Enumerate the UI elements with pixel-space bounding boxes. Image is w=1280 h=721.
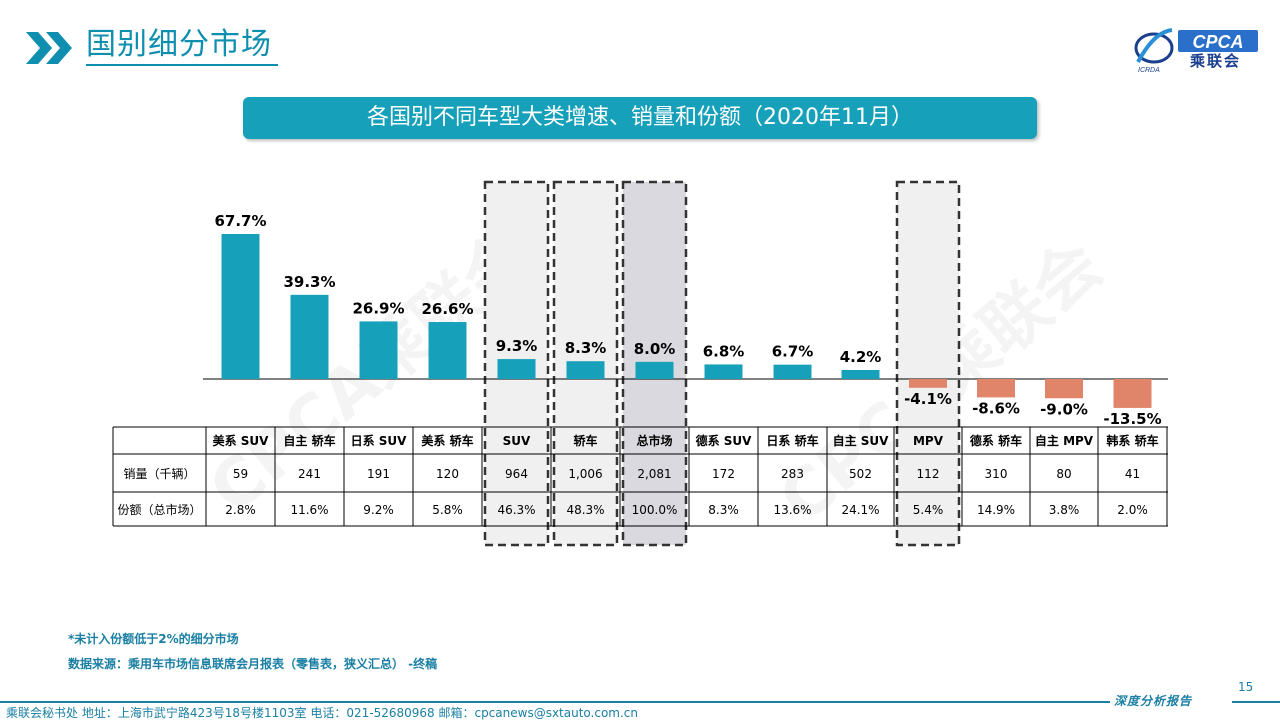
category-label: 总市场 [636,433,672,448]
table-cell: 80 [1056,467,1071,481]
table-cell: 2.0% [1117,503,1148,517]
row-header: 销量（千辆） [123,467,195,481]
bar [909,379,947,388]
table-cell: 283 [781,467,804,481]
category-label: 日系 轿车 [766,433,818,448]
table-cell: 24.1% [841,503,879,517]
category-label: 美系 轿车 [421,433,473,448]
table-cell: 59 [233,467,248,481]
bar [704,364,743,379]
data-label: 6.7% [772,343,814,361]
table-cell: 9.2% [363,503,394,517]
category-label: 自主 SUV [833,433,890,448]
data-label: 26.9% [352,299,404,317]
table-cell: 1,006 [568,467,602,481]
data-label: 8.3% [565,339,607,357]
bar [773,364,812,379]
table-cell: 964 [505,467,528,481]
bar [841,370,880,379]
table-cell: 120 [436,467,459,481]
bar [359,321,398,379]
data-label: 67.7% [214,212,266,230]
svg-text:ICRDA: ICRDA [1138,67,1160,74]
footnote-source: 数据来源：乘用车市场信息联席会月报表（零售表，狭义汇总） -终稿 [68,657,438,671]
bar [428,322,467,379]
category-label: 轿车 [573,433,597,448]
table-cell: 14.9% [977,503,1015,517]
category-label: MPV [913,434,944,448]
bar [497,359,536,379]
category-label: 美系 SUV [213,433,270,448]
logo-subtext: 乘联会 [1190,52,1242,70]
category-label: 德系 轿车 [970,433,1022,448]
table-cell: 100.0% [632,503,678,517]
footer-divider [0,701,1110,703]
highlight-box [895,180,961,547]
footer-divider [1232,701,1280,703]
category-label: 德系 SUV [696,433,753,448]
footer-report-label: 深度分析报告 [1114,694,1193,708]
table-cell: 11.6% [290,503,328,517]
data-label: 26.6% [421,300,473,318]
bar [221,234,260,379]
svg-text:CPCA: CPCA [1192,32,1243,52]
data-label: 9.3% [496,337,538,355]
footnote-share: *未计入份额低于2%的细分市场 [68,632,239,646]
bar [977,379,1015,398]
data-label: -9.0% [1040,400,1088,418]
page-title: 国别细分市场 [86,26,278,66]
data-label: 4.2% [840,348,882,366]
page-number: 15 [1238,680,1254,694]
table-cell: 3.8% [1049,503,1080,517]
bar [1113,379,1152,408]
table-cell: 13.6% [773,503,811,517]
data-label: 8.0% [634,340,676,358]
category-label: 韩系 轿车 [1106,433,1158,448]
table-cell: 172 [712,467,735,481]
data-label: -4.1% [904,390,952,408]
cpca-logo: CPCA ICRDA [1134,28,1258,74]
table-cell: 310 [985,467,1008,481]
table-cell: 5.8% [432,503,463,517]
table-cell: 2.8% [225,503,256,517]
bar [566,361,605,379]
row-header: 份额（总市场） [117,502,201,517]
table-cell: 41 [1125,467,1140,481]
table-cell: 8.3% [708,503,739,517]
footer-contact: 乘联会秘书处 地址：上海市武宁路423号18号楼1103室 电话：021-526… [6,706,639,720]
category-label: SUV [503,434,531,448]
table-cell: 5.4% [913,503,944,517]
table-cell: 48.3% [566,503,604,517]
table-cell: 46.3% [497,503,535,517]
chart-subtitle: 各国别不同车型大类增速、销量和份额（2020年11月） [243,97,1037,139]
table-cell: 2,081 [637,467,671,481]
data-label: -8.6% [972,399,1020,417]
category-label: 日系 SUV [351,433,408,448]
category-label: 自主 轿车 [283,433,335,448]
bar [1045,379,1083,399]
bar [635,361,674,379]
chevron-right-icon [26,32,72,64]
data-label: 6.8% [703,342,745,360]
table-cell: 112 [917,467,940,481]
table-cell: 191 [367,467,390,481]
table-cell: 241 [298,467,321,481]
table-cell: 502 [849,467,872,481]
data-label: 39.3% [283,273,335,291]
data-label: -13.5% [1103,410,1161,428]
bar [290,294,329,379]
category-label: 自主 MPV [1035,433,1094,448]
